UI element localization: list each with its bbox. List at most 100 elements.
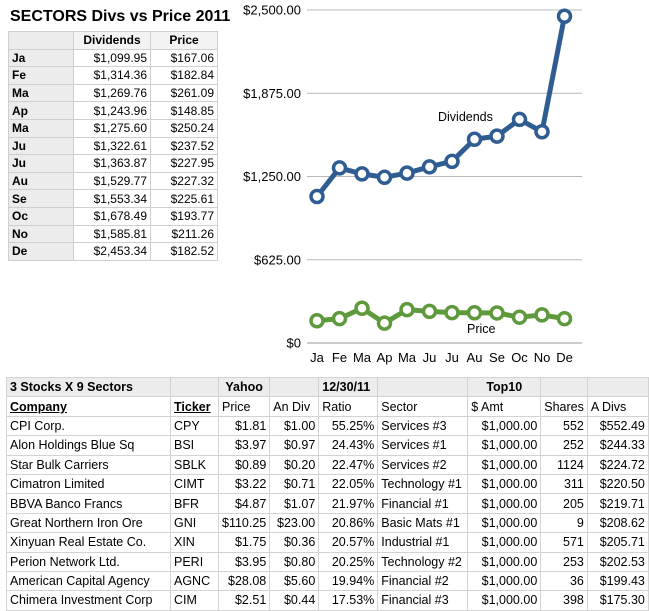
div-cell: $0.71 (269, 473, 320, 495)
month-cell: Au (8, 171, 74, 191)
header-blank (8, 31, 74, 50)
shares-cell: 571 (540, 532, 588, 553)
data-point-dividends (511, 111, 528, 128)
dividends-cell: $1,678.49 (73, 206, 151, 226)
price-cell: $167.06 (150, 48, 218, 68)
data-point-price (489, 305, 505, 321)
div-cell: $0.44 (269, 590, 320, 611)
dividends-cell: $1,314.36 (73, 66, 151, 85)
ratio-cell: 20.57% (318, 532, 379, 553)
x-tick-label: Au (467, 350, 483, 365)
x-tick-label: Ju (423, 350, 437, 365)
stock-row: CPI Corp. CPY $1.81 $1.00 55.25% Services #3 $… (6, 415, 649, 437)
adivs-cell: $205.71 (586, 532, 649, 553)
stocks-table-header-top: 3 Stocks X 9 Sectors Yahoo 12/30/11 Top10 (6, 376, 649, 398)
ratio-cell: 22.05% (318, 473, 379, 495)
price-cell: $193.77 (150, 206, 218, 226)
ratio-cell: 20.25% (318, 551, 379, 572)
div-cell: $1.00 (269, 415, 320, 437)
price-cell: $3.22 (217, 473, 271, 495)
data-point-dividends (309, 188, 325, 205)
x-tick-label: Ma (398, 350, 417, 365)
data-point-price (309, 312, 325, 329)
data-point-dividends (421, 159, 438, 175)
ticker-cell: PERI (170, 551, 219, 572)
company-cell: Star Bulk Carriers (6, 454, 171, 475)
series-line-dividends (315, 15, 567, 199)
sector-cell: Basic Mats #1 (377, 512, 469, 534)
ticker-cell: BSI (170, 435, 219, 456)
monthly-row: Ju $1,322.61 $237.52 (8, 136, 218, 156)
month-cell: De (8, 242, 74, 261)
shares-cell: 398 (540, 590, 588, 611)
header-cell: A Divs (586, 396, 649, 417)
dividends-cell: $2,453.34 (73, 242, 151, 261)
ticker-cell: AGNC (170, 570, 219, 592)
stocks-table: 3 Stocks X 9 Sectors Yahoo 12/30/11 Top10 Co… (6, 376, 649, 611)
price-cell: $3.95 (217, 551, 271, 572)
data-point-price (444, 304, 460, 321)
adivs-cell: $219.71 (586, 493, 649, 514)
sector-cell: Technology #2 (377, 551, 469, 572)
stock-row: Alon Holdings Blue Sq BSI $3.97 $0.97 24.43%… (6, 435, 649, 456)
price-cell: $1.75 (217, 532, 271, 553)
page-title: SECTORS Divs vs Price 2011 (10, 8, 231, 25)
data-point-price (556, 310, 573, 327)
x-tick-label: Ap (377, 350, 393, 365)
company-cell: BBVA Banco Francs (6, 493, 171, 514)
ticker-cell: CIM (170, 590, 219, 611)
header-price: Price (150, 31, 218, 50)
amt-cell: $1,000.00 (467, 473, 542, 495)
header-top-cell: 3 Stocks X 9 Sectors (6, 376, 171, 398)
dividends-cell: $1,322.61 (73, 136, 151, 156)
dividends-cell: $1,275.60 (73, 118, 151, 138)
price-cell: $1.81 (217, 415, 271, 437)
month-cell: Oc (8, 206, 74, 226)
month-cell: Ju (8, 154, 74, 173)
data-point-dividends (466, 131, 483, 147)
monthly-row: Fe $1,314.36 $182.84 (8, 66, 218, 85)
data-point-price (466, 304, 483, 321)
amt-cell: $1,000.00 (467, 551, 542, 572)
ratio-cell: 19.94% (318, 570, 379, 592)
div-cell: $23.00 (269, 512, 320, 534)
sector-cell: Services #1 (377, 435, 469, 456)
x-tick-label: Ju (445, 350, 459, 365)
adivs-cell: $175.30 (586, 590, 649, 611)
monthly-row: Ma $1,269.76 $261.09 (8, 83, 218, 103)
sector-cell: Financial #2 (377, 570, 469, 592)
month-cell: Ma (8, 118, 74, 138)
shares-cell: 9 (540, 512, 588, 534)
x-tick-label: De (556, 350, 573, 365)
header-cell: Ratio (318, 396, 379, 417)
header-cell: Ticker (170, 396, 219, 417)
month-cell: Se (8, 189, 74, 208)
monthly-row: Se $1,553.34 $225.61 (8, 189, 218, 208)
shares-cell: 205 (540, 493, 588, 514)
company-cell: Alon Holdings Blue Sq (6, 435, 171, 456)
sector-cell: Technology #1 (377, 473, 469, 495)
dividends-cell: $1,269.76 (73, 83, 151, 103)
adivs-cell: $220.50 (586, 473, 649, 495)
price-cell: $3.97 (217, 435, 271, 456)
amt-cell: $1,000.00 (467, 512, 542, 534)
dividends-cell: $1,363.87 (73, 154, 151, 173)
header-top-cell (586, 376, 649, 398)
adivs-cell: $224.72 (586, 454, 649, 475)
div-cell: $1.07 (269, 493, 320, 514)
data-point-dividends (399, 165, 415, 181)
x-tick-label: Se (489, 350, 505, 365)
amt-cell: $1,000.00 (467, 435, 542, 456)
x-tick-label: Ja (310, 350, 325, 365)
monthly-row: De $2,453.34 $182.52 (8, 242, 218, 261)
amt-cell: $1,000.00 (467, 590, 542, 611)
monthly-row: Oc $1,678.49 $193.77 (8, 206, 218, 226)
ticker-cell: CIMT (170, 473, 219, 495)
month-cell: Ju (8, 136, 74, 156)
price-cell: $2.51 (217, 590, 271, 611)
amt-cell: $1,000.00 (467, 454, 542, 475)
div-cell: $5.60 (269, 570, 320, 592)
adivs-cell: $199.43 (586, 570, 649, 592)
dividends-cell: $1,553.34 (73, 189, 151, 208)
stock-row: Great Northern Iron Ore GNI $110.25 $23.00 2… (6, 512, 649, 534)
